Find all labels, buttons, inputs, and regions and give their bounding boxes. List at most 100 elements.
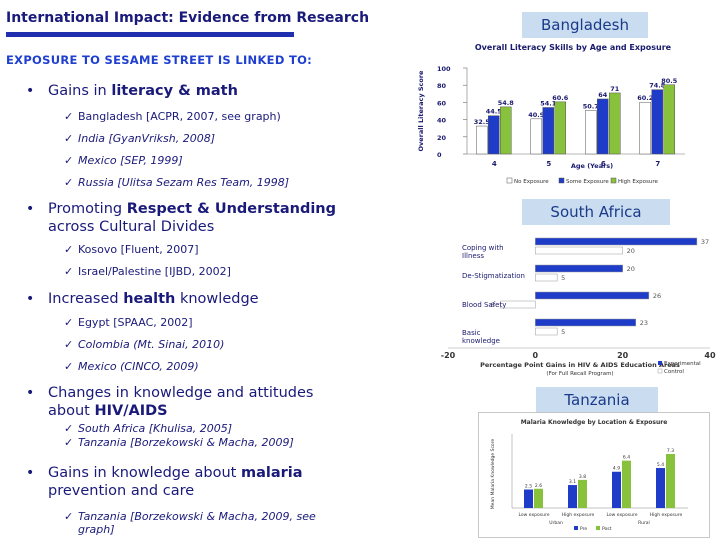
bullet-dot-icon: • (26, 83, 35, 99)
label-bangladesh: Bangladesh (522, 12, 648, 38)
y-tick-label: 40 (437, 117, 447, 125)
bullet-dot-icon: • (26, 201, 35, 217)
bar-value-label: 23 (640, 319, 648, 327)
check-icon: ✓ (64, 360, 74, 373)
category-label: Basic knowledge (462, 329, 500, 345)
check-icon: ✓ (64, 338, 74, 351)
legend-label: Control (664, 369, 684, 375)
check-icon: ✓ (64, 132, 74, 145)
check-icon: ✓ (64, 422, 74, 435)
slide-title: International Impact: Evidence from Rese… (6, 10, 370, 26)
bar-value-label: 37 (701, 238, 709, 246)
bar-value-label: 50.7 (583, 102, 599, 110)
category-label: Blood Safety (462, 301, 506, 309)
check-icon: ✓ (64, 176, 74, 189)
literacy-chart: Overall Literacy Skills by Age and Expos… (417, 43, 685, 185)
bar-value-label: 44.5 (486, 108, 503, 116)
bar-experimental (535, 318, 637, 327)
group-label: Rural (638, 520, 650, 526)
legend-label: Post (602, 526, 612, 532)
bar-post (622, 460, 631, 508)
x-tick-label: 40 (704, 351, 716, 360)
chart-subtitle: (For Full Recall Program) (546, 371, 613, 377)
bar-value-label: 60.6 (552, 94, 569, 102)
exposure-subhead: EXPOSURE TO SESAME STREET IS LINKED TO: (6, 53, 313, 67)
bar-value-label: 60.2 (637, 94, 653, 102)
sub-item: ✓ Tanzania [Borzekowski & Macha, 2009] (64, 436, 294, 449)
bar-some-exposure (542, 107, 554, 155)
chart-title: Overall Literacy Skills by Age and Expos… (475, 43, 672, 52)
category-label: De-Stigmatization (462, 272, 525, 280)
legend-label: High Exposure (618, 179, 658, 185)
check-icon: ✓ (64, 316, 74, 329)
legend-label: Some Exposure (566, 179, 609, 185)
sub-item: ✓ Kosovo [Fluent, 2007] (64, 243, 199, 256)
x-tick-label: 5 (546, 160, 551, 168)
label-south-africa: South Africa (522, 199, 670, 225)
sub-item: ✓ Israel/Palestine [IJBD, 2002] (64, 265, 231, 278)
x-tick-label: 7 (655, 160, 660, 168)
legend-swatch (574, 526, 578, 530)
bar-value-label: 26 (653, 292, 661, 300)
bar-value-label: 54.8 (498, 99, 515, 107)
label-tanzania: Tanzania (536, 387, 658, 413)
bar-value-label: 54.1 (540, 99, 557, 107)
bar-control (535, 327, 558, 336)
bullet-literacy: • Gains in literacy & math (26, 83, 238, 99)
bar-no-exposure (639, 101, 651, 155)
bar-value-label: 5 (561, 328, 565, 336)
x-tick-label: High exposure (650, 512, 683, 518)
sub-item: ✓ Mexico (CINCO, 2009) (64, 360, 199, 373)
legend-label: Pre (580, 526, 587, 532)
bar-value-label: 3.8 (579, 474, 586, 480)
bar-high-exposure (500, 106, 512, 155)
sub-item: ✓ Bangladesh [ACPR, 2007, see graph) (64, 110, 281, 123)
bar-value-label: 7.3 (667, 448, 674, 454)
x-tick-label: Low exposure (519, 512, 550, 518)
bar-value-label: 2.5 (525, 484, 532, 490)
bar-control (535, 246, 623, 255)
bullet-hiv: • Changes in knowledge and attitudes abou… (26, 385, 314, 419)
bar-value-label: -8 (488, 301, 494, 309)
bullet-respect: • Promoting Respect & Understanding acros… (26, 201, 337, 235)
bar-value-label: 74.8 (649, 82, 666, 90)
bar-experimental (535, 264, 623, 273)
bar-post (578, 479, 587, 508)
sub-item: ✓ India [GyanVriksh, 2008] (64, 132, 215, 145)
bar-pre (656, 468, 665, 508)
x-tick-label: 6 (601, 160, 606, 168)
check-icon: ✓ (64, 436, 74, 449)
bar-value-label: 64 (598, 91, 608, 99)
y-tick-label: 20 (437, 134, 447, 142)
bar-post (534, 488, 543, 508)
bar-high-exposure (609, 92, 621, 155)
sub-item: ✓ Tanzania [Borzekowski & Macha, 2009, se… (64, 510, 316, 536)
x-tick-label: 0 (533, 351, 539, 360)
x-tick-label: Low exposure (607, 512, 638, 518)
malaria-chart: Malaria Knowledge by Location & Exposure… (478, 412, 710, 538)
bar-post (666, 453, 675, 508)
y-tick-label: 60 (437, 99, 447, 107)
sub-item: ✓ Colombia (Mt. Sinai, 2010) (64, 338, 225, 351)
bar-value-label: 20 (627, 247, 635, 255)
bar-value-label: 4.9 (613, 466, 620, 472)
bar-pre (524, 489, 533, 508)
bullet-dot-icon: • (26, 465, 35, 481)
y-axis-label: Mean Malaria Knowledge Score (490, 439, 496, 510)
bar-value-label: 40.9 (528, 111, 545, 119)
bullet-dot-icon: • (26, 291, 35, 307)
check-icon: ✓ (64, 510, 74, 523)
group-label: Urban (549, 520, 563, 526)
y-tick-label: 100 (437, 65, 451, 73)
sub-item: ✓ Russia [Ulitsa Sezam Res Team, 1998] (64, 176, 290, 189)
bar-pre (612, 471, 621, 508)
bar-some-exposure (488, 115, 500, 155)
bullet-dot-icon: • (26, 385, 35, 401)
legend-swatch (658, 361, 662, 365)
y-tick-label: 0 (437, 151, 442, 159)
check-icon: ✓ (64, 110, 74, 123)
legend-swatch (657, 368, 663, 374)
bar-value-label: 6.4 (623, 455, 630, 461)
y-tick-label: 80 (437, 82, 447, 90)
bar-value-label: 2.6 (535, 483, 542, 489)
